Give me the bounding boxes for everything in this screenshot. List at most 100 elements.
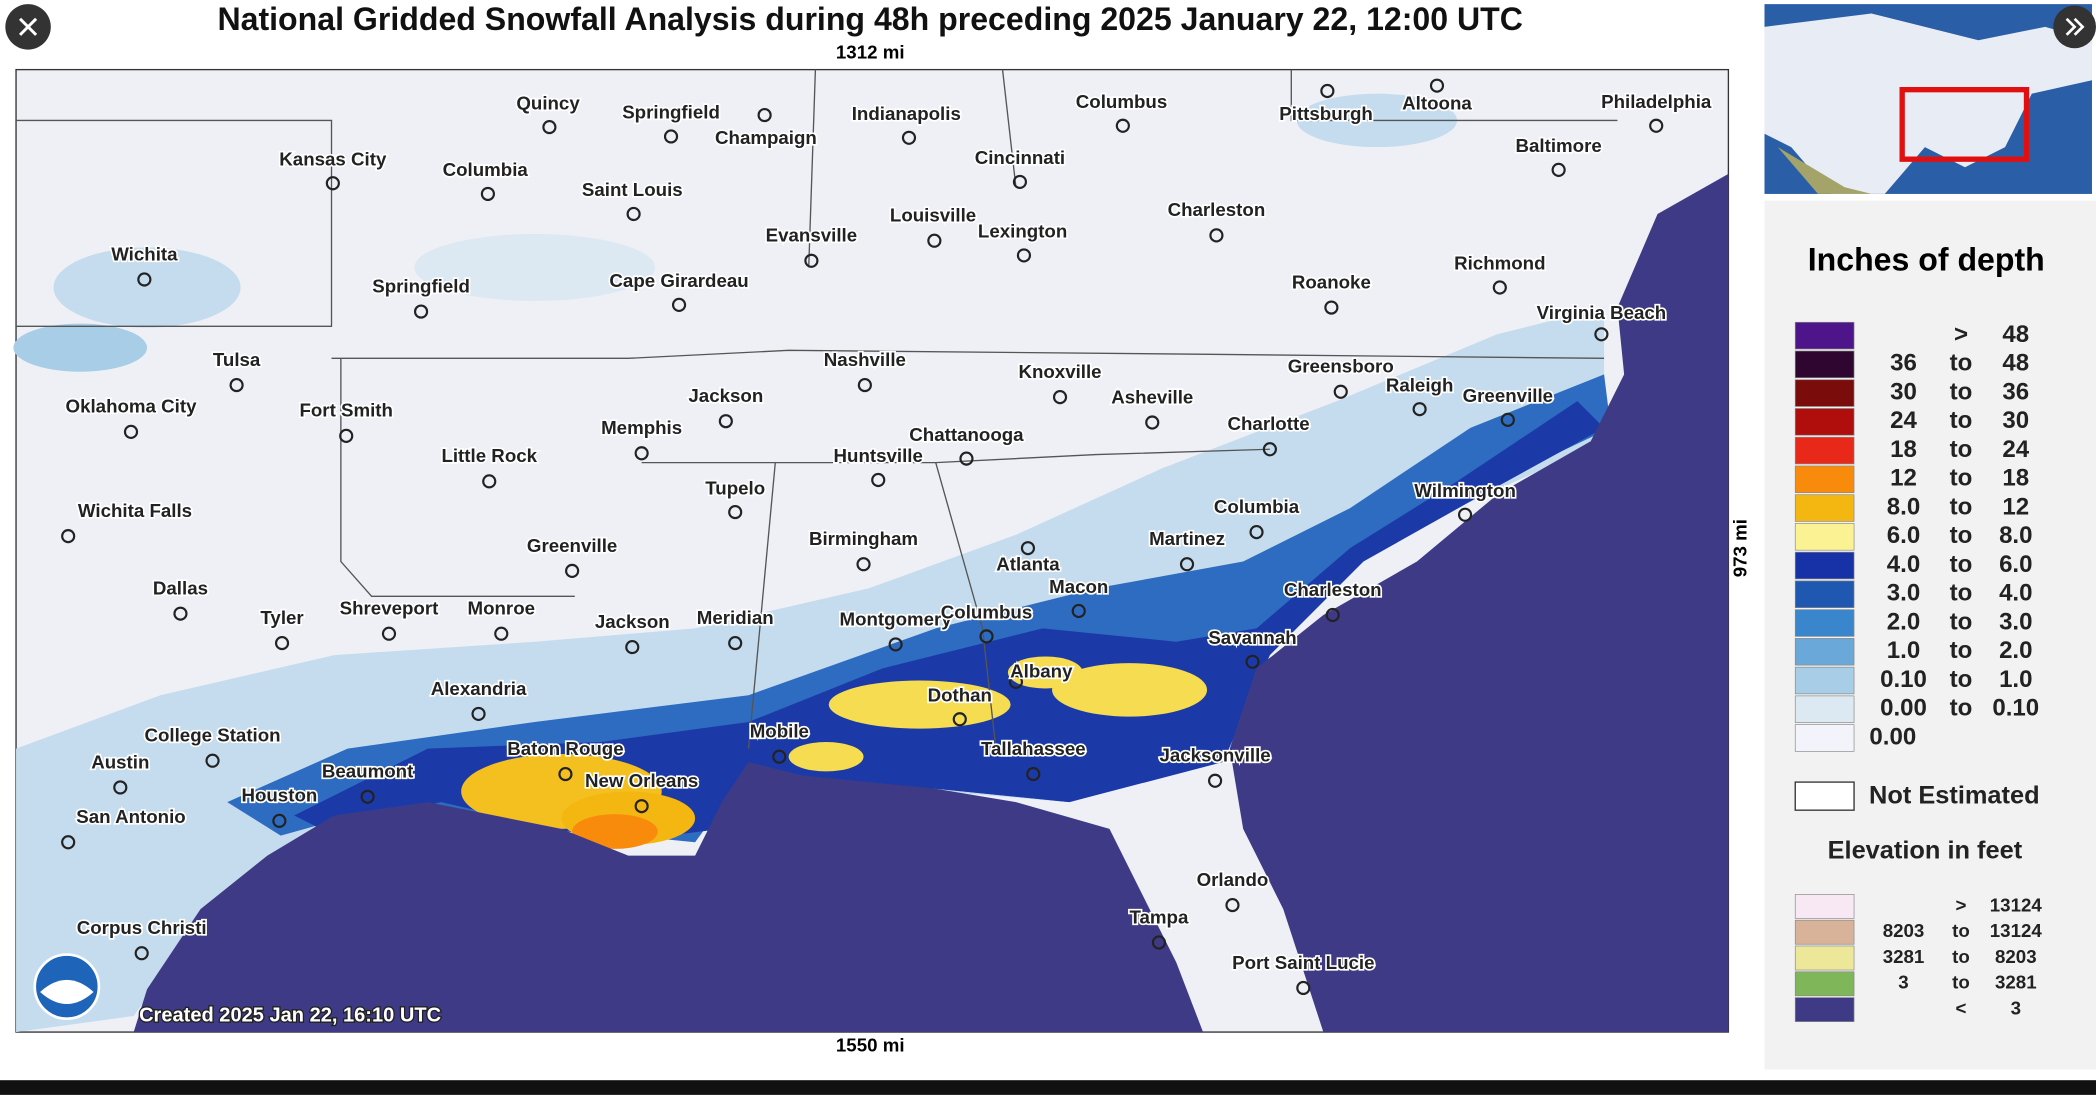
city-label: Tallahassee [981, 738, 1086, 759]
city-label: College Station [144, 725, 280, 746]
next-icon[interactable] [2065, 17, 2085, 36]
legend-swatch [1794, 408, 1855, 436]
city-label: Asheville [1111, 386, 1193, 407]
city-marker [1429, 78, 1445, 93]
city-label: Oklahoma City [66, 396, 198, 417]
legend-label: 6.0 [1887, 522, 1920, 549]
city-label: Evansville [766, 225, 858, 246]
city-marker [1225, 897, 1240, 913]
city-marker [61, 529, 76, 544]
snow-area [227, 374, 1611, 843]
city-marker [471, 706, 486, 722]
legend-label: to [1950, 608, 1973, 635]
city-marker [542, 120, 557, 135]
city-label: Houston [241, 785, 317, 806]
city-label: Columbia [443, 159, 529, 180]
legend-label: 3281 [1995, 972, 2037, 993]
legend-label: to [1952, 920, 1970, 941]
legend-label: 4.0 [1999, 580, 2032, 607]
city-marker [804, 253, 819, 268]
city-label: Birmingham [809, 528, 918, 549]
city-marker [61, 835, 76, 850]
legend-label: 12 [1890, 465, 1917, 492]
city-label: Jackson [688, 385, 763, 406]
city-marker [1008, 674, 1024, 689]
legend-title: Elevation in feet [1828, 836, 2023, 864]
city-label: Fort Smith [299, 400, 393, 421]
city-label: Memphis [601, 417, 682, 438]
city-marker [1052, 390, 1068, 405]
city-label: Atlanta [996, 553, 1060, 574]
legend-label: 2.0 [1887, 608, 1920, 635]
snow-area [13, 323, 148, 372]
city-label: Saint Louis [582, 179, 683, 200]
inset-highlight [1899, 86, 2030, 162]
city-marker [173, 606, 188, 621]
border [935, 462, 997, 749]
legend-label: 2.0 [1999, 637, 2032, 664]
city-marker [856, 557, 871, 572]
city-marker [565, 563, 580, 578]
city-marker [1492, 280, 1507, 295]
city-label: Quincy [516, 92, 580, 113]
city-label: Cincinnati [975, 147, 1065, 168]
city-label: Philadelphia [1601, 91, 1712, 112]
snow-area [294, 401, 1605, 843]
legend-swatch [1794, 724, 1855, 752]
city-marker [1071, 603, 1086, 619]
legend-label: 3.0 [1887, 580, 1920, 607]
legend-label: 18 [1890, 436, 1917, 463]
city-label: Savannah [1208, 627, 1296, 648]
city-label: Charleston [1284, 579, 1382, 600]
city-label: Martinez [1149, 528, 1225, 549]
city-label: Kansas City [279, 148, 387, 169]
legend-label: 30 [1890, 378, 1917, 405]
legend-label: 8203 [1995, 946, 2037, 967]
city-label: Montgomery [839, 608, 952, 629]
legend-label: 8203 [1883, 920, 1925, 941]
legend-label: to [1950, 637, 1973, 664]
border [16, 119, 333, 327]
snow-area [1052, 663, 1208, 717]
city-marker [718, 414, 733, 429]
inset-map [1764, 4, 2092, 194]
snow-area [414, 234, 655, 301]
city-marker [137, 272, 152, 287]
map-title: National Gridded Snowfall Analysis durin… [217, 1, 1523, 37]
city-marker [339, 428, 354, 443]
snow-area [1007, 656, 1083, 689]
city-label: Beaumont [322, 761, 413, 782]
legend-label: > [1954, 321, 1968, 348]
city-label: Chattanooga [909, 424, 1024, 445]
next-button[interactable] [2053, 5, 2096, 49]
city-marker [1245, 654, 1260, 669]
close-button[interactable] [5, 4, 51, 50]
map: Created 2025 Jan 22, 16:10 UTC Quincy Spr… [13, 68, 1730, 1033]
city-label: Roanoke [1292, 271, 1371, 292]
city-label: Port Saint Lucie [1232, 952, 1374, 973]
legend-label: 48 [2002, 350, 2029, 377]
city-label: Columbia [1214, 496, 1300, 517]
city-label: Nashville [824, 349, 906, 370]
city-label: New Orleans [585, 770, 698, 791]
city-marker [952, 712, 967, 727]
legend-label: to [1950, 407, 1973, 434]
city-label: San Antonio [76, 806, 185, 827]
legend-swatch [1794, 666, 1855, 695]
snow-area [572, 814, 658, 849]
city-marker [1016, 248, 1032, 263]
legend-swatch [1794, 379, 1855, 407]
city-label: Shreveport [340, 598, 439, 619]
legend-swatch [1794, 494, 1855, 522]
legend-label: 48 [2002, 321, 2029, 348]
city-marker [381, 626, 397, 641]
city-label: Virginia Beach [1537, 302, 1667, 323]
city-label: Charlotte [1228, 413, 1310, 434]
legend-label: 3 [2011, 998, 2021, 1019]
close-icon[interactable] [19, 17, 38, 36]
city-marker [927, 233, 942, 248]
city-marker [728, 504, 743, 520]
elevation-legend: >13124 8203 to 13124 3281 to 8203 3 to 3281 < 3 [1794, 894, 2042, 1022]
city-marker [888, 637, 903, 652]
legend-label: 4.0 [1887, 551, 1920, 578]
